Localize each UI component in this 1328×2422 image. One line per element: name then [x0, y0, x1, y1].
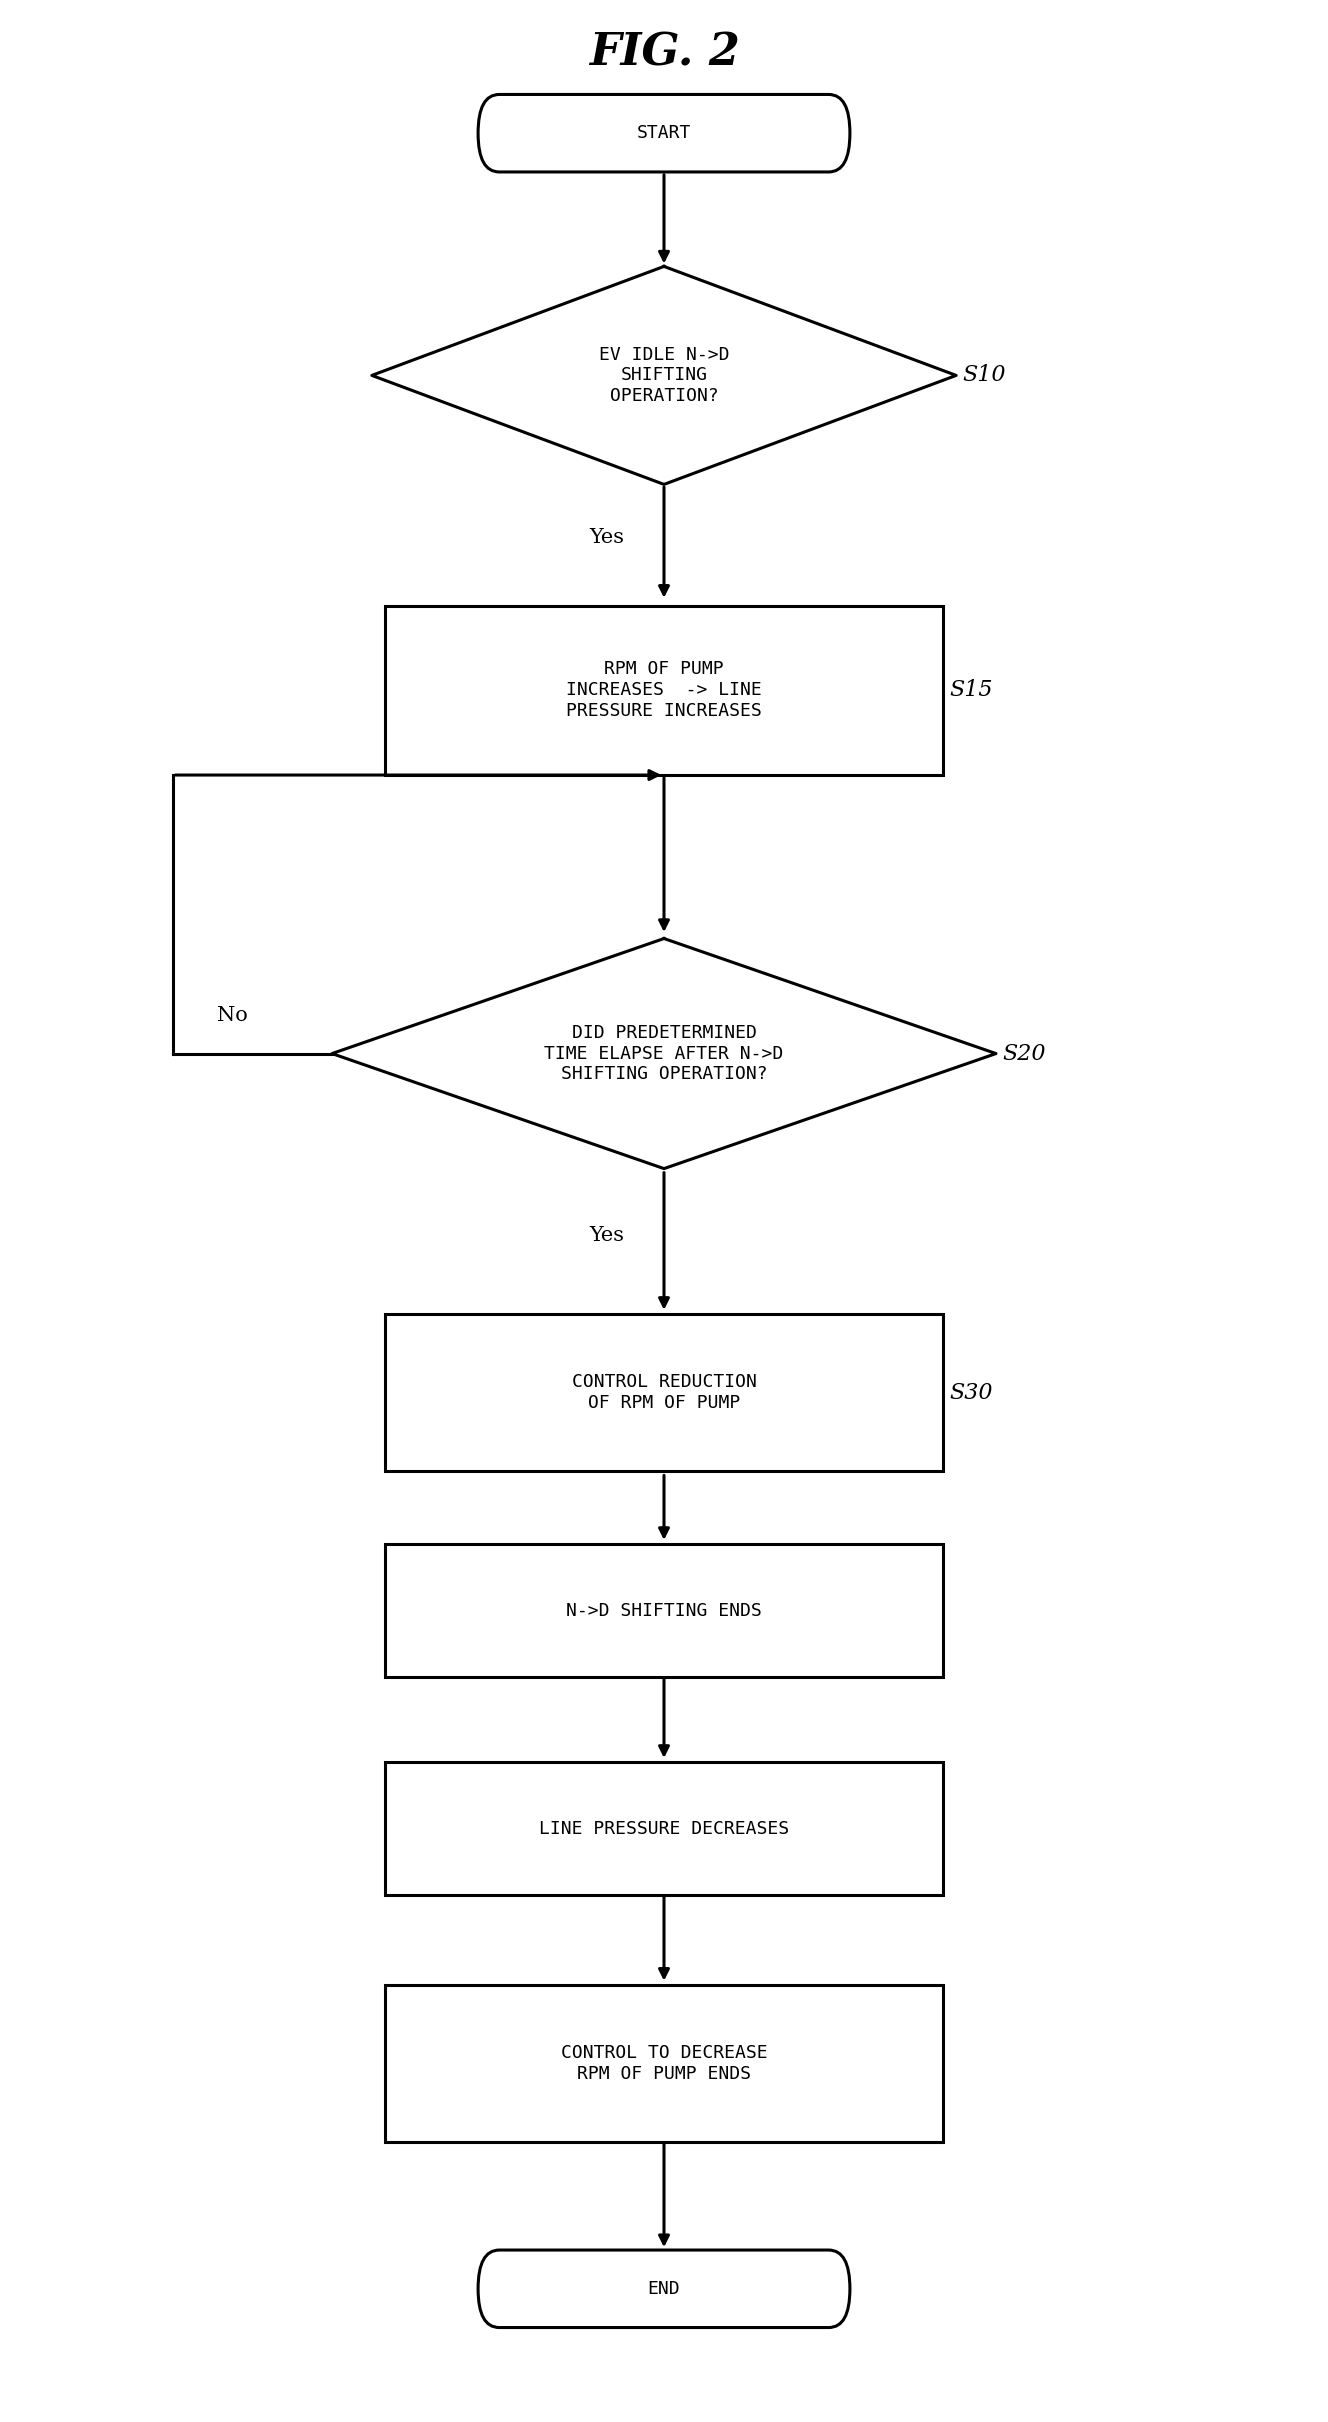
FancyBboxPatch shape: [385, 1315, 943, 1473]
Text: START: START: [637, 124, 691, 143]
Text: S10: S10: [963, 363, 1007, 388]
Text: S15: S15: [950, 678, 993, 702]
Text: No: No: [216, 1005, 248, 1025]
Text: CONTROL TO DECREASE
RPM OF PUMP ENDS: CONTROL TO DECREASE RPM OF PUMP ENDS: [560, 2044, 768, 2083]
Text: Yes: Yes: [590, 528, 624, 547]
Text: S30: S30: [950, 1381, 993, 1405]
Text: LINE PRESSURE DECREASES: LINE PRESSURE DECREASES: [539, 1819, 789, 1838]
Text: CONTROL REDUCTION
OF RPM OF PUMP: CONTROL REDUCTION OF RPM OF PUMP: [571, 1373, 757, 1412]
FancyBboxPatch shape: [385, 1545, 943, 1676]
Text: N->D SHIFTING ENDS: N->D SHIFTING ENDS: [566, 1601, 762, 1620]
FancyBboxPatch shape: [478, 94, 850, 172]
FancyBboxPatch shape: [478, 2250, 850, 2328]
FancyBboxPatch shape: [385, 606, 943, 775]
Text: FIG. 2: FIG. 2: [588, 31, 740, 75]
FancyBboxPatch shape: [385, 1763, 943, 1894]
Text: RPM OF PUMP
INCREASES  -> LINE
PRESSURE INCREASES: RPM OF PUMP INCREASES -> LINE PRESSURE I…: [566, 661, 762, 719]
Text: S20: S20: [1003, 1041, 1046, 1066]
Polygon shape: [332, 940, 996, 1170]
Text: DID PREDETERMINED
TIME ELAPSE AFTER N->D
SHIFTING OPERATION?: DID PREDETERMINED TIME ELAPSE AFTER N->D…: [544, 1025, 784, 1083]
Text: EV IDLE N->D
SHIFTING
OPERATION?: EV IDLE N->D SHIFTING OPERATION?: [599, 346, 729, 404]
FancyBboxPatch shape: [385, 1986, 943, 2143]
Text: Yes: Yes: [590, 1226, 624, 1245]
Polygon shape: [372, 266, 956, 484]
Text: END: END: [648, 2279, 680, 2298]
